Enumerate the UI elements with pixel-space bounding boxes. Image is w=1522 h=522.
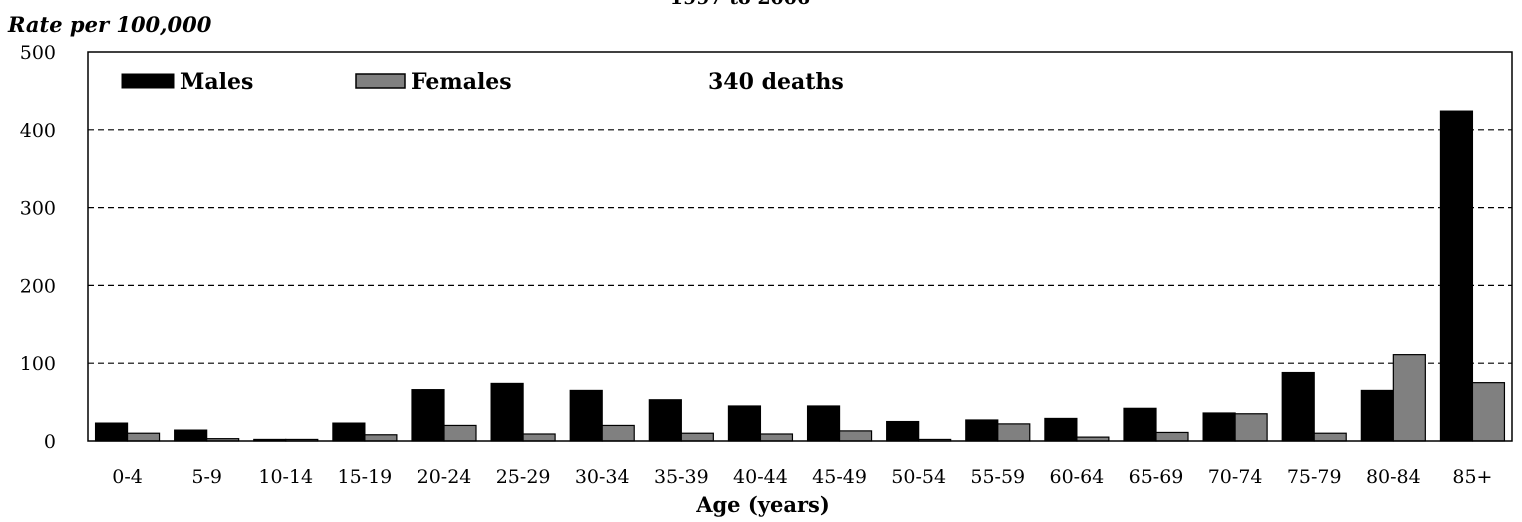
x-tick-label: 70-74	[1208, 466, 1263, 488]
bar-males-25-29	[490, 382, 524, 442]
y-tick-label: 400	[20, 120, 56, 142]
x-axis-ticks: 0-4 5-9 10-14 15-19 20-24 25-29 30-34 35-39 40-4…	[112, 466, 1492, 488]
legend-swatch-males	[121, 73, 175, 89]
bar-females-35-39	[680, 432, 714, 442]
gridlines	[88, 129, 1512, 364]
chart-title-fragment: 1997 to 2006	[670, 0, 810, 9]
bar-males-60-64	[1044, 417, 1078, 442]
bar-females-55-59	[997, 423, 1031, 442]
bar-females-80-84	[1392, 354, 1426, 442]
bar-males-45-49	[806, 405, 841, 442]
bar-males-65-69	[1123, 407, 1157, 442]
bar-males-30-34	[569, 389, 603, 442]
bar-females-45-49	[838, 430, 873, 442]
bar-females-40-44	[759, 433, 794, 442]
x-tick-label: 10-14	[258, 466, 313, 488]
bar-males-20-24	[411, 389, 445, 442]
bar-females-25-29	[522, 433, 556, 442]
bar-females-70-74	[1234, 413, 1268, 442]
y-tick-label: 300	[20, 198, 56, 220]
bar-males-70-74	[1202, 412, 1236, 442]
x-tick-label: 25-29	[496, 466, 551, 488]
x-tick-label: 75-79	[1287, 466, 1342, 488]
bar-females-75-79	[1313, 432, 1347, 442]
x-tick-label: 5-9	[191, 466, 222, 488]
bars	[94, 110, 1506, 442]
x-tick-label: 50-54	[891, 466, 946, 488]
bar-females-65-69	[1155, 431, 1189, 442]
bar-females-30-34	[601, 424, 635, 442]
deaths-annotation: 340 deaths	[708, 69, 844, 95]
legend-label-females: Females	[411, 69, 512, 95]
x-tick-label: 85+	[1452, 466, 1492, 488]
x-tick-label: 45-49	[812, 466, 867, 488]
x-tick-label: 40-44	[733, 466, 788, 488]
x-tick-label: 55-59	[970, 466, 1025, 488]
bar-males-50-54	[886, 420, 920, 442]
bar-males-5-9	[174, 429, 208, 442]
x-axis-label: Age (years)	[695, 492, 830, 517]
bar-males-80-84	[1360, 389, 1394, 442]
bar-males-0-4	[94, 422, 129, 442]
y-axis-label: Rate per 100,000	[7, 12, 212, 37]
x-tick-label: 60-64	[1049, 466, 1104, 488]
x-tick-label: 20-24	[417, 466, 472, 488]
bar-females-20-24	[443, 424, 477, 442]
bar-males-15-19	[332, 422, 366, 442]
bar-males-40-44	[727, 405, 762, 442]
y-tick-label: 500	[20, 42, 56, 64]
bar-females-15-19	[364, 434, 398, 442]
bar-males-85+	[1439, 110, 1474, 442]
y-tick-label: 200	[20, 275, 56, 297]
x-tick-label: 35-39	[654, 466, 709, 488]
bar-females-0-4	[126, 432, 161, 442]
legend-swatch-females	[355, 73, 406, 89]
bar-males-55-59	[965, 419, 999, 442]
x-tick-label: 0-4	[112, 466, 143, 488]
bar-males-35-39	[648, 399, 682, 442]
legend: Males Females	[121, 69, 512, 95]
x-tick-label: 30-34	[575, 466, 630, 488]
bar-females-85+	[1471, 382, 1506, 442]
x-tick-label: 65-69	[1129, 466, 1184, 488]
plot-frame	[87, 51, 1513, 442]
y-tick-label: 0	[44, 431, 56, 453]
y-tick-label: 100	[20, 353, 56, 375]
x-tick-label: 80-84	[1366, 466, 1421, 488]
x-tick-label: 15-19	[337, 466, 392, 488]
bar-males-75-79	[1281, 371, 1315, 442]
y-axis-ticks: 0 100 200 300 400 500	[20, 42, 56, 453]
legend-label-males: Males	[180, 69, 253, 95]
